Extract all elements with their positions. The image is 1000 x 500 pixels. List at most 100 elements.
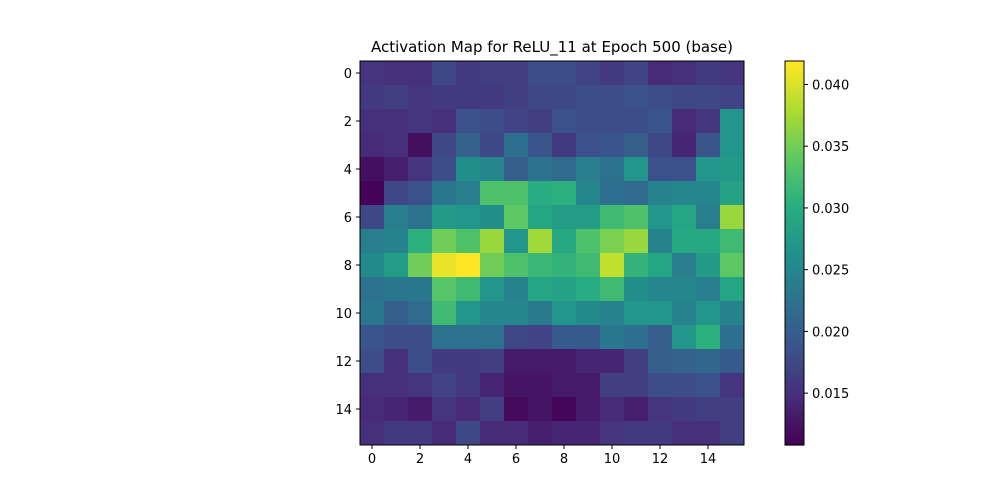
heatmap-cell [408, 157, 433, 182]
heatmap-cell [408, 133, 433, 158]
heatmap-cell [720, 85, 745, 110]
heatmap-cell [528, 229, 553, 254]
heatmap-cell [600, 205, 625, 230]
heatmap-cell [576, 421, 601, 446]
colorbar-segment [785, 154, 804, 158]
heatmap-cell [720, 373, 745, 398]
heatmap-cell [528, 277, 553, 302]
colorbar-segment [785, 64, 804, 68]
heatmap-cell [528, 253, 553, 278]
heatmap-cell [408, 253, 433, 278]
heatmap-cell [360, 61, 385, 86]
heatmap-cell [432, 109, 457, 134]
colorbar-segment [785, 196, 804, 200]
colorbar-segment [785, 181, 804, 185]
heatmap-cell [648, 157, 673, 182]
colorbar-segment [785, 442, 804, 446]
heatmap-cell [696, 277, 721, 302]
heatmap-cell [480, 373, 505, 398]
y-tick-label: 14 [335, 403, 352, 418]
heatmap-cell [648, 85, 673, 110]
heatmap-cell [456, 181, 481, 206]
heatmap-cell [528, 421, 553, 446]
colorbar-segment [785, 280, 804, 284]
heatmap-cell [360, 325, 385, 350]
heatmap-cell [624, 253, 649, 278]
heatmap-cell [528, 325, 553, 350]
colorbar-segment [785, 283, 804, 287]
heatmap-cell [384, 397, 409, 422]
heatmap-cell [720, 229, 745, 254]
colorbar-segment [785, 253, 804, 257]
heatmap-cell [648, 109, 673, 134]
colorbar-tick-label: 0.035 [812, 140, 849, 155]
heatmap-cell [672, 325, 697, 350]
colorbar-tick-label: 0.025 [812, 264, 849, 279]
colorbar-segment [785, 313, 804, 317]
heatmap-cell [672, 157, 697, 182]
heatmap-cell [624, 325, 649, 350]
heatmap-cell [360, 133, 385, 158]
heatmap [360, 61, 745, 446]
colorbar-segment [785, 184, 804, 188]
heatmap-cell [528, 85, 553, 110]
y-tick-label: 10 [335, 307, 352, 322]
heatmap-cell [528, 157, 553, 182]
heatmap-cell [696, 349, 721, 374]
heatmap-cell [696, 373, 721, 398]
heatmap-cell [648, 277, 673, 302]
heatmap-cell [432, 421, 457, 446]
heatmap-cell [384, 277, 409, 302]
heatmap-cell [576, 181, 601, 206]
heatmap-cell [600, 325, 625, 350]
heatmap-cell [696, 133, 721, 158]
heatmap-cell [552, 205, 577, 230]
heatmap-cell [480, 109, 505, 134]
colorbar-segment [785, 70, 804, 74]
heatmap-cell [600, 133, 625, 158]
colorbar-segment [785, 163, 804, 167]
x-tick-label: 2 [416, 452, 424, 467]
colorbar-segment [785, 310, 804, 314]
heatmap-cell [480, 133, 505, 158]
colorbar-segment [785, 91, 804, 95]
colorbar-segment [785, 82, 804, 86]
heatmap-cell [552, 61, 577, 86]
colorbar-segment [785, 385, 804, 389]
colorbar-segment [785, 259, 804, 263]
colorbar-segment [785, 250, 804, 254]
heatmap-cell [672, 373, 697, 398]
heatmap-cell [552, 181, 577, 206]
heatmap-cell [480, 301, 505, 326]
colorbar-segment [785, 217, 804, 221]
heatmap-cell [720, 421, 745, 446]
heatmap-cell [408, 301, 433, 326]
colorbar-segment [785, 115, 804, 119]
colorbar-segment [785, 274, 804, 278]
heatmap-cell [456, 301, 481, 326]
heatmap-cell [672, 61, 697, 86]
heatmap-cell [384, 61, 409, 86]
heatmap-cell [648, 229, 673, 254]
colorbar-segment [785, 205, 804, 209]
heatmap-cell [432, 253, 457, 278]
heatmap-cell [432, 325, 457, 350]
heatmap-cell [456, 61, 481, 86]
heatmap-cell [600, 397, 625, 422]
colorbar-segment [785, 139, 804, 143]
heatmap-cell [672, 421, 697, 446]
colorbar-segment [785, 199, 804, 203]
colorbar-segment [785, 88, 804, 92]
heatmap-cell [384, 85, 409, 110]
heatmap-cell [384, 109, 409, 134]
heatmap-cell [696, 397, 721, 422]
heatmap-cell [720, 301, 745, 326]
heatmap-cell [720, 253, 745, 278]
heatmap-cell [552, 325, 577, 350]
heatmap-cell [360, 421, 385, 446]
colorbar-frame [784, 60, 805, 446]
heatmap-cell [384, 325, 409, 350]
colorbar-segment [785, 430, 804, 434]
heatmap-cell [576, 397, 601, 422]
heatmap-cell [552, 157, 577, 182]
